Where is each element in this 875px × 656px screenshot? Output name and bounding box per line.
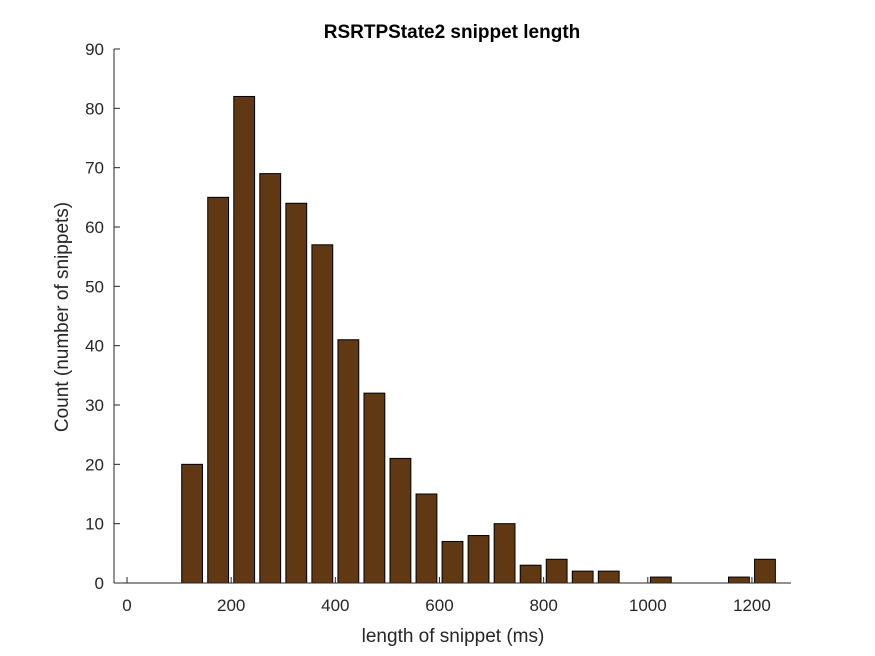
y-tick-label: 70 (85, 159, 104, 178)
bars-group (181, 95, 776, 584)
bar (545, 558, 568, 584)
x-tick-label: 600 (425, 596, 453, 615)
bar (467, 535, 490, 584)
bar (207, 196, 230, 584)
x-tick-label: 1200 (733, 596, 771, 615)
bar (415, 493, 438, 584)
y-tick-label: 40 (85, 337, 104, 356)
bar (728, 576, 750, 584)
y-tick-label: 0 (95, 574, 104, 593)
y-tick-label: 20 (85, 455, 104, 474)
bar (519, 564, 542, 584)
bar (493, 523, 516, 584)
x-tick-label: 1000 (629, 596, 667, 615)
bar (441, 540, 464, 584)
bar (181, 463, 204, 584)
y-ticks-group: 0 10 20 30 40 50 60 70 80 90 (85, 40, 120, 593)
x-tick-label: 800 (529, 596, 557, 615)
x-tick-label: 400 (321, 596, 349, 615)
y-tick-label: 30 (85, 396, 104, 415)
bar (233, 95, 256, 584)
bar (649, 576, 672, 584)
bar (285, 202, 308, 584)
y-axis-label: Count (number of snippets) (52, 202, 73, 432)
bar (311, 244, 334, 584)
y-tick-label: 60 (85, 218, 104, 237)
bar (337, 339, 360, 584)
y-tick-label: 50 (85, 277, 104, 296)
bar (389, 457, 412, 584)
bar (571, 570, 594, 584)
x-ticks-group: 0 200 400 600 800 1000 1200 (122, 577, 771, 615)
axes-group (113, 49, 791, 584)
x-tick-label: 0 (122, 596, 131, 615)
x-tick-label: 200 (217, 596, 245, 615)
y-tick-label: 10 (85, 515, 104, 534)
bar (259, 173, 282, 584)
y-tick-label: 90 (85, 40, 104, 59)
bar (363, 392, 386, 584)
x-axis-label: length of snippet (ms) (362, 626, 545, 647)
bar (754, 558, 776, 584)
y-tick-label: 80 (85, 99, 104, 118)
chart-title: RSRTPState2 snippet length (324, 22, 581, 43)
bar (597, 570, 620, 584)
